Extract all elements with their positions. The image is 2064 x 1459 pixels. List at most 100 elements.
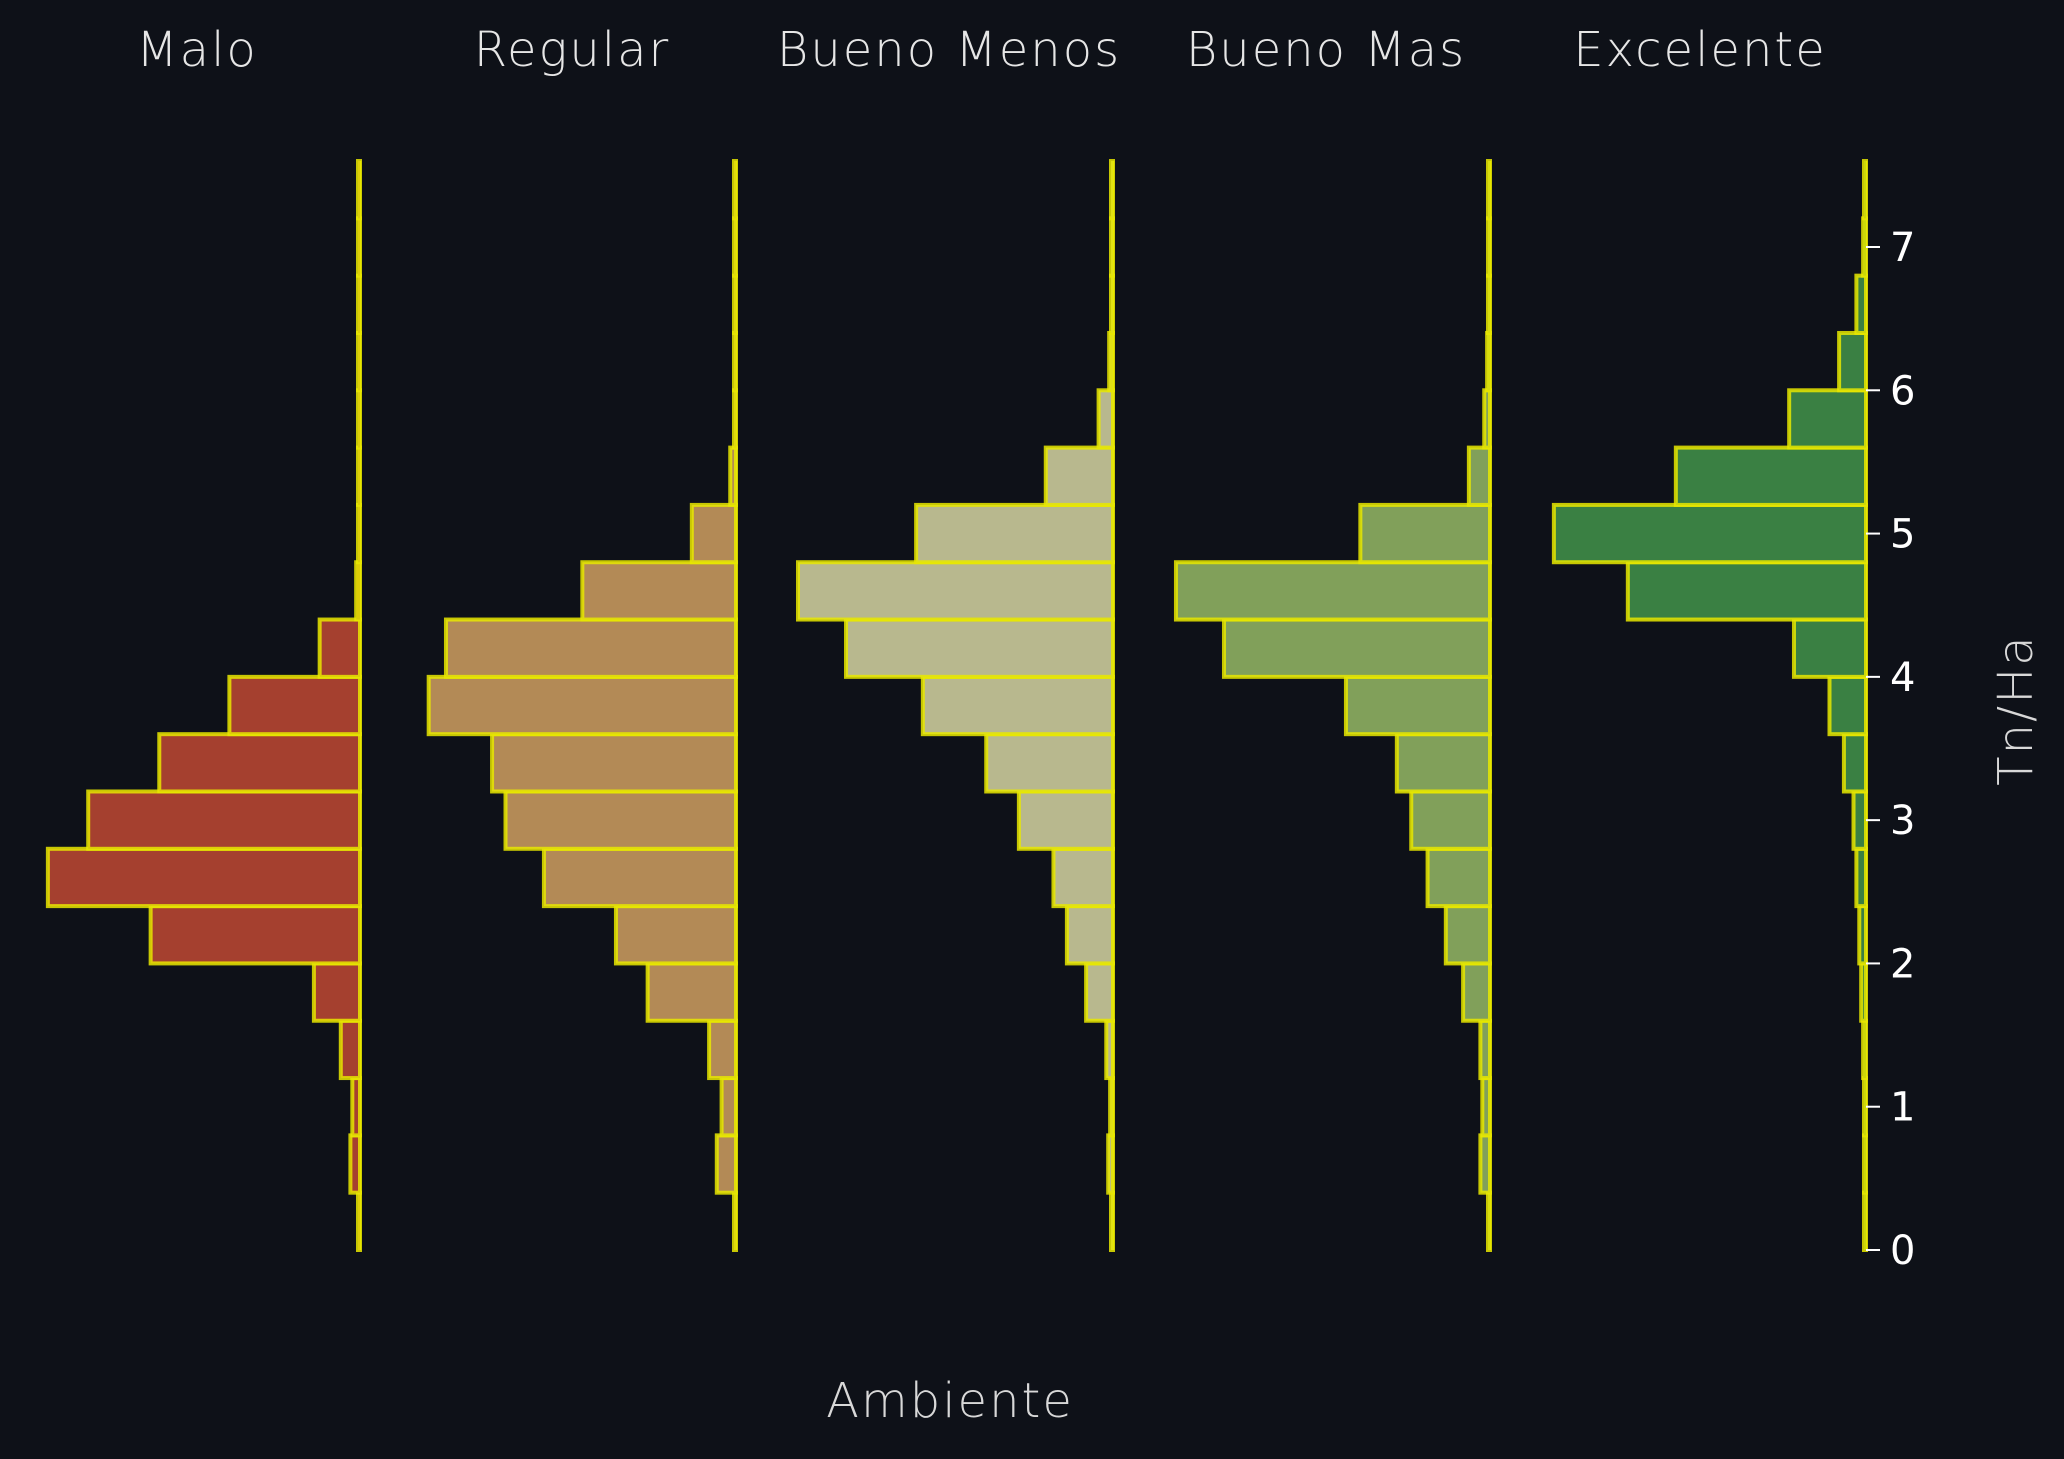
histogram-bar — [732, 388, 738, 450]
histogram-bar — [580, 560, 739, 622]
histogram-bar — [1862, 1133, 1868, 1195]
histogram-bar — [1482, 388, 1492, 450]
histogram-bar — [338, 1018, 363, 1081]
histogram-bar — [1857, 904, 1869, 966]
histogram-bar — [1859, 961, 1868, 1023]
histogram-bar — [1358, 502, 1492, 565]
histogram-bar — [1673, 445, 1868, 507]
panel-title-malo: Malo — [136, 22, 258, 78]
histogram-bar — [1485, 330, 1492, 393]
histogram-bar — [1791, 617, 1868, 679]
histogram-bar — [1551, 502, 1868, 565]
histogram-bar — [356, 1190, 362, 1252]
histogram-bar — [1862, 159, 1868, 221]
histogram-bar — [1109, 273, 1115, 335]
histogram-bar — [732, 1190, 738, 1252]
histogram-bar — [719, 1076, 738, 1138]
histogram-bar — [1084, 961, 1115, 1023]
histogram-bar — [1851, 789, 1869, 851]
histogram-bar — [1486, 1190, 1492, 1252]
histogram-bar — [348, 1133, 362, 1195]
histogram-bar — [356, 502, 362, 565]
histogram-bar — [645, 961, 739, 1023]
histogram-bar — [1486, 216, 1492, 278]
y-tick-label: 6 — [1890, 368, 1915, 414]
histogram-bar — [732, 159, 738, 221]
y-tick-label: 3 — [1890, 798, 1915, 844]
histogram-bar — [148, 904, 362, 966]
histogram-bar — [1625, 560, 1868, 622]
histogram-bar — [1480, 1076, 1492, 1138]
histogram-bar — [689, 502, 739, 565]
histogram-bar — [1466, 445, 1492, 507]
histogram-bar — [732, 330, 738, 393]
histogram-bar — [1096, 388, 1115, 450]
histogram-bar — [714, 1133, 738, 1195]
histogram-bar — [1109, 159, 1115, 221]
panel-title-bueno-menos: Bueno Menos — [777, 22, 1121, 78]
histogram-bar — [1108, 1076, 1115, 1138]
histogram-bar — [227, 674, 362, 737]
histogram-bar — [503, 789, 739, 851]
histogram-bar — [1787, 388, 1869, 450]
histogram-bar — [1221, 617, 1492, 679]
panel-regular: Regular — [426, 22, 739, 1252]
panel-malo: Malo — [45, 22, 363, 1252]
histogram-bar — [732, 216, 738, 278]
histogram-bar — [707, 1018, 738, 1081]
histogram-bar — [86, 789, 362, 851]
histogram-bar — [317, 617, 363, 679]
panel-excelente: Excelente — [1551, 22, 1869, 1252]
histogram-bar — [1107, 330, 1116, 393]
histogram-bar — [426, 674, 738, 737]
histogram-bar — [354, 560, 363, 622]
y-axis: 0 1 2 3 4 5 6 7 — [1866, 225, 1915, 1274]
histogram-bar — [796, 560, 1115, 622]
histogram-bar — [1109, 1190, 1115, 1252]
histogram-bar — [45, 846, 362, 909]
histogram-bar — [350, 1076, 363, 1138]
histogram-bar — [541, 846, 738, 909]
y-tick-label: 1 — [1890, 1085, 1915, 1131]
panel-title-bueno-mas: Bueno Mas — [1186, 22, 1466, 78]
histogram-bar — [356, 216, 362, 278]
histogram-bar — [356, 273, 362, 335]
y-tick-label: 0 — [1890, 1228, 1915, 1274]
histogram-bar — [1861, 216, 1868, 278]
histogram-bar — [356, 330, 362, 393]
histogram-bar — [1104, 1018, 1116, 1081]
histogram-bar — [1862, 1076, 1868, 1138]
histogram-bar — [1394, 732, 1492, 794]
histogram-bar — [1486, 159, 1492, 221]
y-tick-label: 7 — [1890, 225, 1915, 271]
histogram-bar — [1854, 273, 1869, 335]
histogram-bar — [914, 502, 1115, 565]
histogram-bar — [356, 159, 362, 221]
histogram-bar — [1862, 1190, 1868, 1252]
histogram-bar — [1837, 330, 1868, 393]
histogram-bar — [356, 445, 362, 507]
panel-bueno-menos: Bueno Menos — [777, 22, 1121, 1252]
histogram-bar — [1827, 674, 1869, 737]
panel-title-regular: Regular — [474, 22, 670, 78]
histogram-bar — [1051, 846, 1115, 909]
histogram-bar — [1443, 904, 1492, 966]
panels-group: Malo Regular Bueno Menos Bueno Mas Excelente — [45, 22, 1869, 1252]
histogram-bar — [920, 674, 1115, 737]
histogram-bar — [984, 732, 1115, 794]
histogram-bar — [844, 617, 1116, 679]
histogram-bar — [311, 961, 362, 1023]
histogram-bar — [1425, 846, 1492, 909]
histogram-bar — [1109, 216, 1115, 278]
histogram-bar — [1854, 846, 1869, 909]
y-axis-label: Tn/Ha — [1988, 634, 2044, 785]
histogram-bar — [356, 388, 362, 450]
panel-title-excelente: Excelente — [1573, 22, 1826, 78]
histogram-bar — [157, 732, 362, 794]
histogram-bar — [1478, 1133, 1493, 1195]
histogram-bar — [1461, 961, 1492, 1023]
histogram-bar — [1343, 674, 1492, 737]
histogram-bar — [1043, 445, 1116, 507]
histogram-bar — [1106, 1133, 1115, 1195]
